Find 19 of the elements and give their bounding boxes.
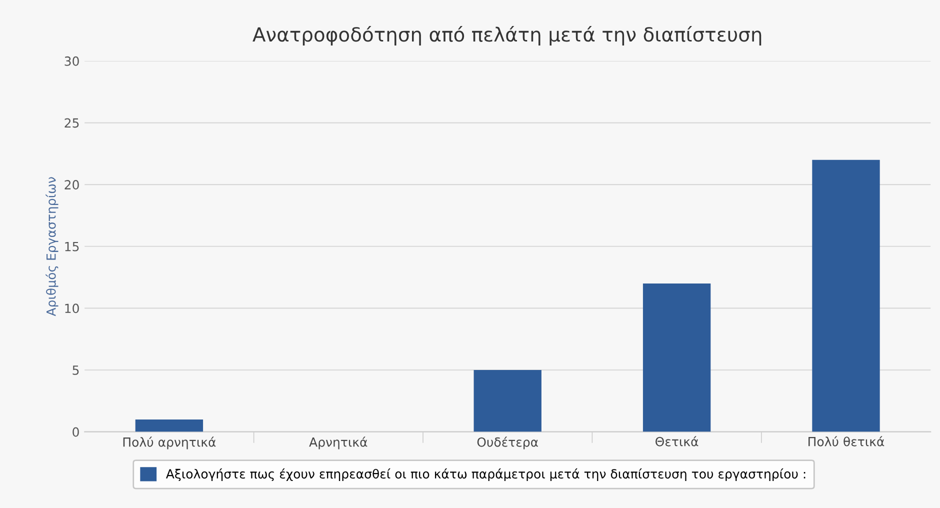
y-tick-label: 25 bbox=[64, 118, 79, 128]
bar bbox=[812, 160, 880, 432]
bar bbox=[474, 370, 542, 432]
bar bbox=[642, 283, 711, 432]
y-tick-label: 20 bbox=[64, 180, 79, 190]
y-tick-label: 0 bbox=[72, 427, 79, 437]
legend-label: Αξιολογήστε πως έχουν επηρεασθεί οι πιο κάτω παράμετροι μετά την διαπίστευση του εργαστηρίου : bbox=[166, 468, 806, 482]
x-tick-label: Θετικά bbox=[656, 436, 698, 446]
x-tick-label: Ουδέτερα bbox=[477, 436, 538, 450]
y-tick-label: 15 bbox=[65, 242, 79, 252]
x-tick-label: Πολύ αρνητικά bbox=[123, 436, 216, 450]
x-tick-label: Πολύ θετικά bbox=[808, 436, 884, 446]
x-tick-label: Αρνητικά bbox=[309, 436, 368, 450]
y-tick-label: 30 bbox=[64, 56, 79, 66]
y-axis-title: Αριθμός Εργαστηρίων bbox=[46, 177, 58, 316]
bar bbox=[135, 419, 204, 432]
chart-title: Ανατροφοδότηση από πελάτη μετά την διαπίστευση bbox=[252, 26, 762, 46]
y-tick-label: 10 bbox=[65, 304, 79, 314]
y-tick-label: 5 bbox=[72, 366, 79, 375]
